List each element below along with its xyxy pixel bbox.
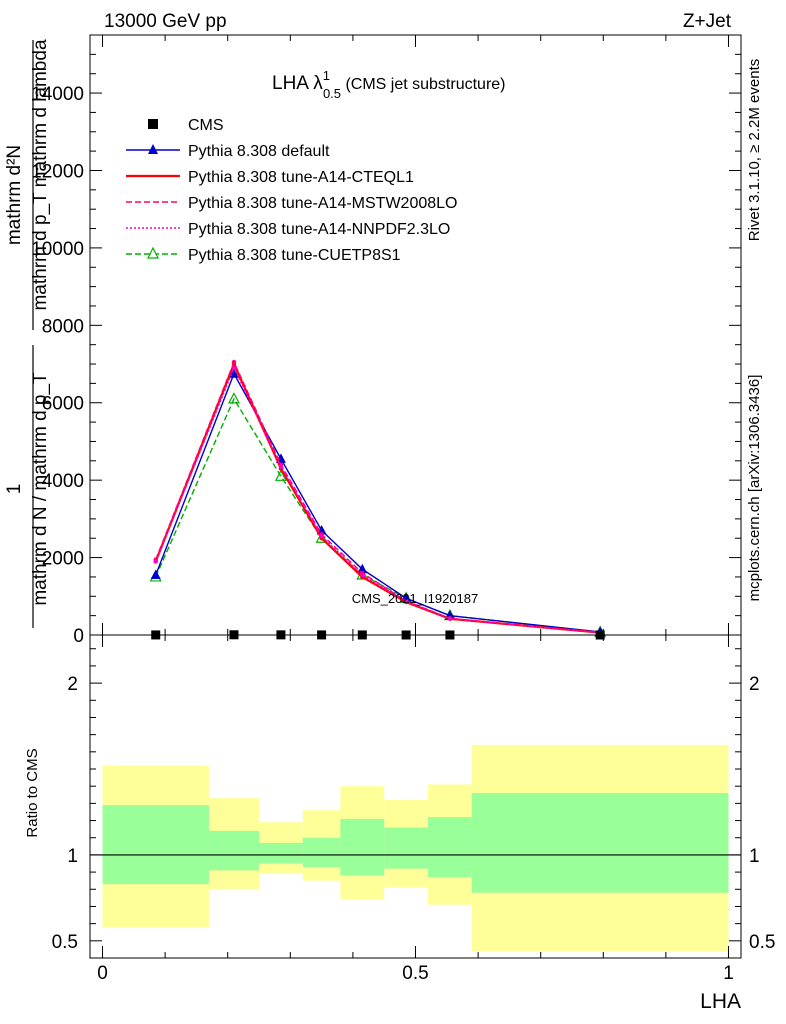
legend-label: Pythia 8.308 tune-A14-MSTW2008LO [188, 195, 457, 212]
ratio-inner-band [384, 827, 429, 869]
main-y-tick-label: 10000 [31, 239, 84, 260]
ratio-y-tick-label-right: 1 [749, 846, 760, 867]
ratio-inner-band [208, 830, 260, 871]
header-right: Z+Jet [683, 11, 732, 32]
ratio-y-tick-label-left: 2 [67, 674, 78, 695]
title-suffix: (CMS jet substructure) [341, 76, 505, 93]
ylabel-denominator: mathrm d p_T mathrm d lambda [30, 39, 51, 310]
ratio-y-tick-label-right: 0.5 [749, 932, 775, 953]
title-prefix: LHA λ [272, 73, 323, 94]
series-marker [231, 359, 237, 365]
title-sup: 1 [323, 68, 330, 83]
watermark: CMS_2021_I1920187 [352, 591, 479, 606]
title-sub: 0.5 [323, 86, 341, 101]
legend-label: Pythia 8.308 tune-CUETP8S1 [188, 247, 401, 264]
series-marker [274, 469, 287, 481]
legend-marker [147, 246, 159, 259]
header-left: 13000 GeV pp [104, 11, 227, 32]
series-4 [153, 365, 603, 635]
series-marker [447, 616, 453, 621]
series-marker [360, 572, 365, 578]
series-marker [357, 563, 368, 574]
legend-label: CMS [188, 117, 224, 134]
legend-entry: CMS [148, 117, 224, 134]
ratio-y-tick-label-right: 2 [749, 674, 760, 695]
main-y-ticks: 0 2000 4000 6000 8000 10000 12000 14000 [31, 34, 741, 647]
ratio-inner-band [259, 842, 303, 864]
legend-entry: Pythia 8.308 tune-A14-NNPDF2.3LO [126, 221, 450, 238]
legend-entry: Pythia 8.308 default [126, 143, 330, 160]
ratio-inner-band [340, 818, 385, 876]
ratio-inner-band [302, 837, 341, 867]
legend-entry: Pythia 8.308 tune-A14-MSTW2008LO [126, 195, 457, 212]
plot-title: LHA λ1 0.5 (CMS jet substructure) [272, 68, 506, 101]
legend-cms-swatch [148, 119, 158, 129]
x-tick-label: 1 [723, 963, 734, 984]
ratio-panel: 0.5 0.5 1 1 2 2 0 0.5 1 [52, 634, 775, 984]
series-marker [403, 599, 409, 604]
ratio-y-label: Ratio to CMS [24, 748, 41, 837]
legend-label: Pythia 8.308 tune-A14-NNPDF2.3LO [188, 221, 450, 238]
main-y-tick-label: 2000 [42, 549, 84, 570]
ylabel-prefactor: mathrm d N / mathrm d p_T [30, 372, 51, 606]
main-y-label: mathrm d²N mathrm d p_T mathrm d lambda … [4, 39, 51, 628]
x-tick-label: 0.5 [402, 963, 428, 984]
main-series [149, 359, 607, 640]
mcplots-label: mcplots.cern.ch [arXiv:1306.3436] [746, 375, 763, 602]
x-tick-label: 0 [97, 963, 108, 984]
ylabel-numerator: mathrm d²N [4, 145, 25, 245]
ratio-y-tick-label-left: 0.5 [52, 932, 78, 953]
series-marker [227, 392, 240, 404]
ratio-inner-band [102, 805, 209, 885]
main-y-tick-label: 12000 [31, 161, 84, 182]
main-y-tick-label: 8000 [42, 316, 84, 337]
series-line [155, 397, 601, 633]
legend-marker [148, 144, 158, 154]
legend-label: Pythia 8.308 tune-A14-CTEQL1 [188, 169, 414, 186]
ratio-ticks: 0.5 0.5 1 1 2 2 0 0.5 1 [52, 635, 775, 984]
ratio-inner-band [428, 817, 472, 878]
series-marker [231, 365, 237, 371]
series-marker [278, 464, 284, 469]
series-line [155, 366, 601, 634]
legend-entry: Pythia 8.308 tune-CUETP8S1 [126, 246, 401, 264]
x-axis-label: LHA [700, 990, 741, 1013]
main-y-tick-label: 6000 [42, 394, 84, 415]
legend: CMS Pythia 8.308 default Pythia 8.308 tune… [126, 117, 457, 264]
series-marker [153, 559, 158, 564]
rivet-label: Rivet 3.1.10, ≥ 2.2M events [746, 59, 763, 242]
main-panel: 0 2000 4000 6000 8000 10000 12000 14000 [31, 34, 742, 647]
main-y-tick-label: 14000 [31, 84, 84, 105]
ratio-frame [89, 634, 742, 959]
series-marker [319, 534, 324, 539]
series-line [155, 372, 601, 633]
ratio-y-tick-label-left: 1 [67, 846, 78, 867]
main-y-tick-label: 0 [73, 626, 84, 647]
ratio-bands [90, 744, 741, 952]
ratio-inner-band [471, 793, 729, 893]
main-y-tick-label: 4000 [42, 471, 84, 492]
ylabel-one: 1 [4, 484, 25, 495]
legend-label: Pythia 8.308 default [188, 143, 330, 160]
series-marker [150, 569, 161, 579]
legend-entry: Pythia 8.308 tune-A14-CTEQL1 [126, 169, 414, 186]
